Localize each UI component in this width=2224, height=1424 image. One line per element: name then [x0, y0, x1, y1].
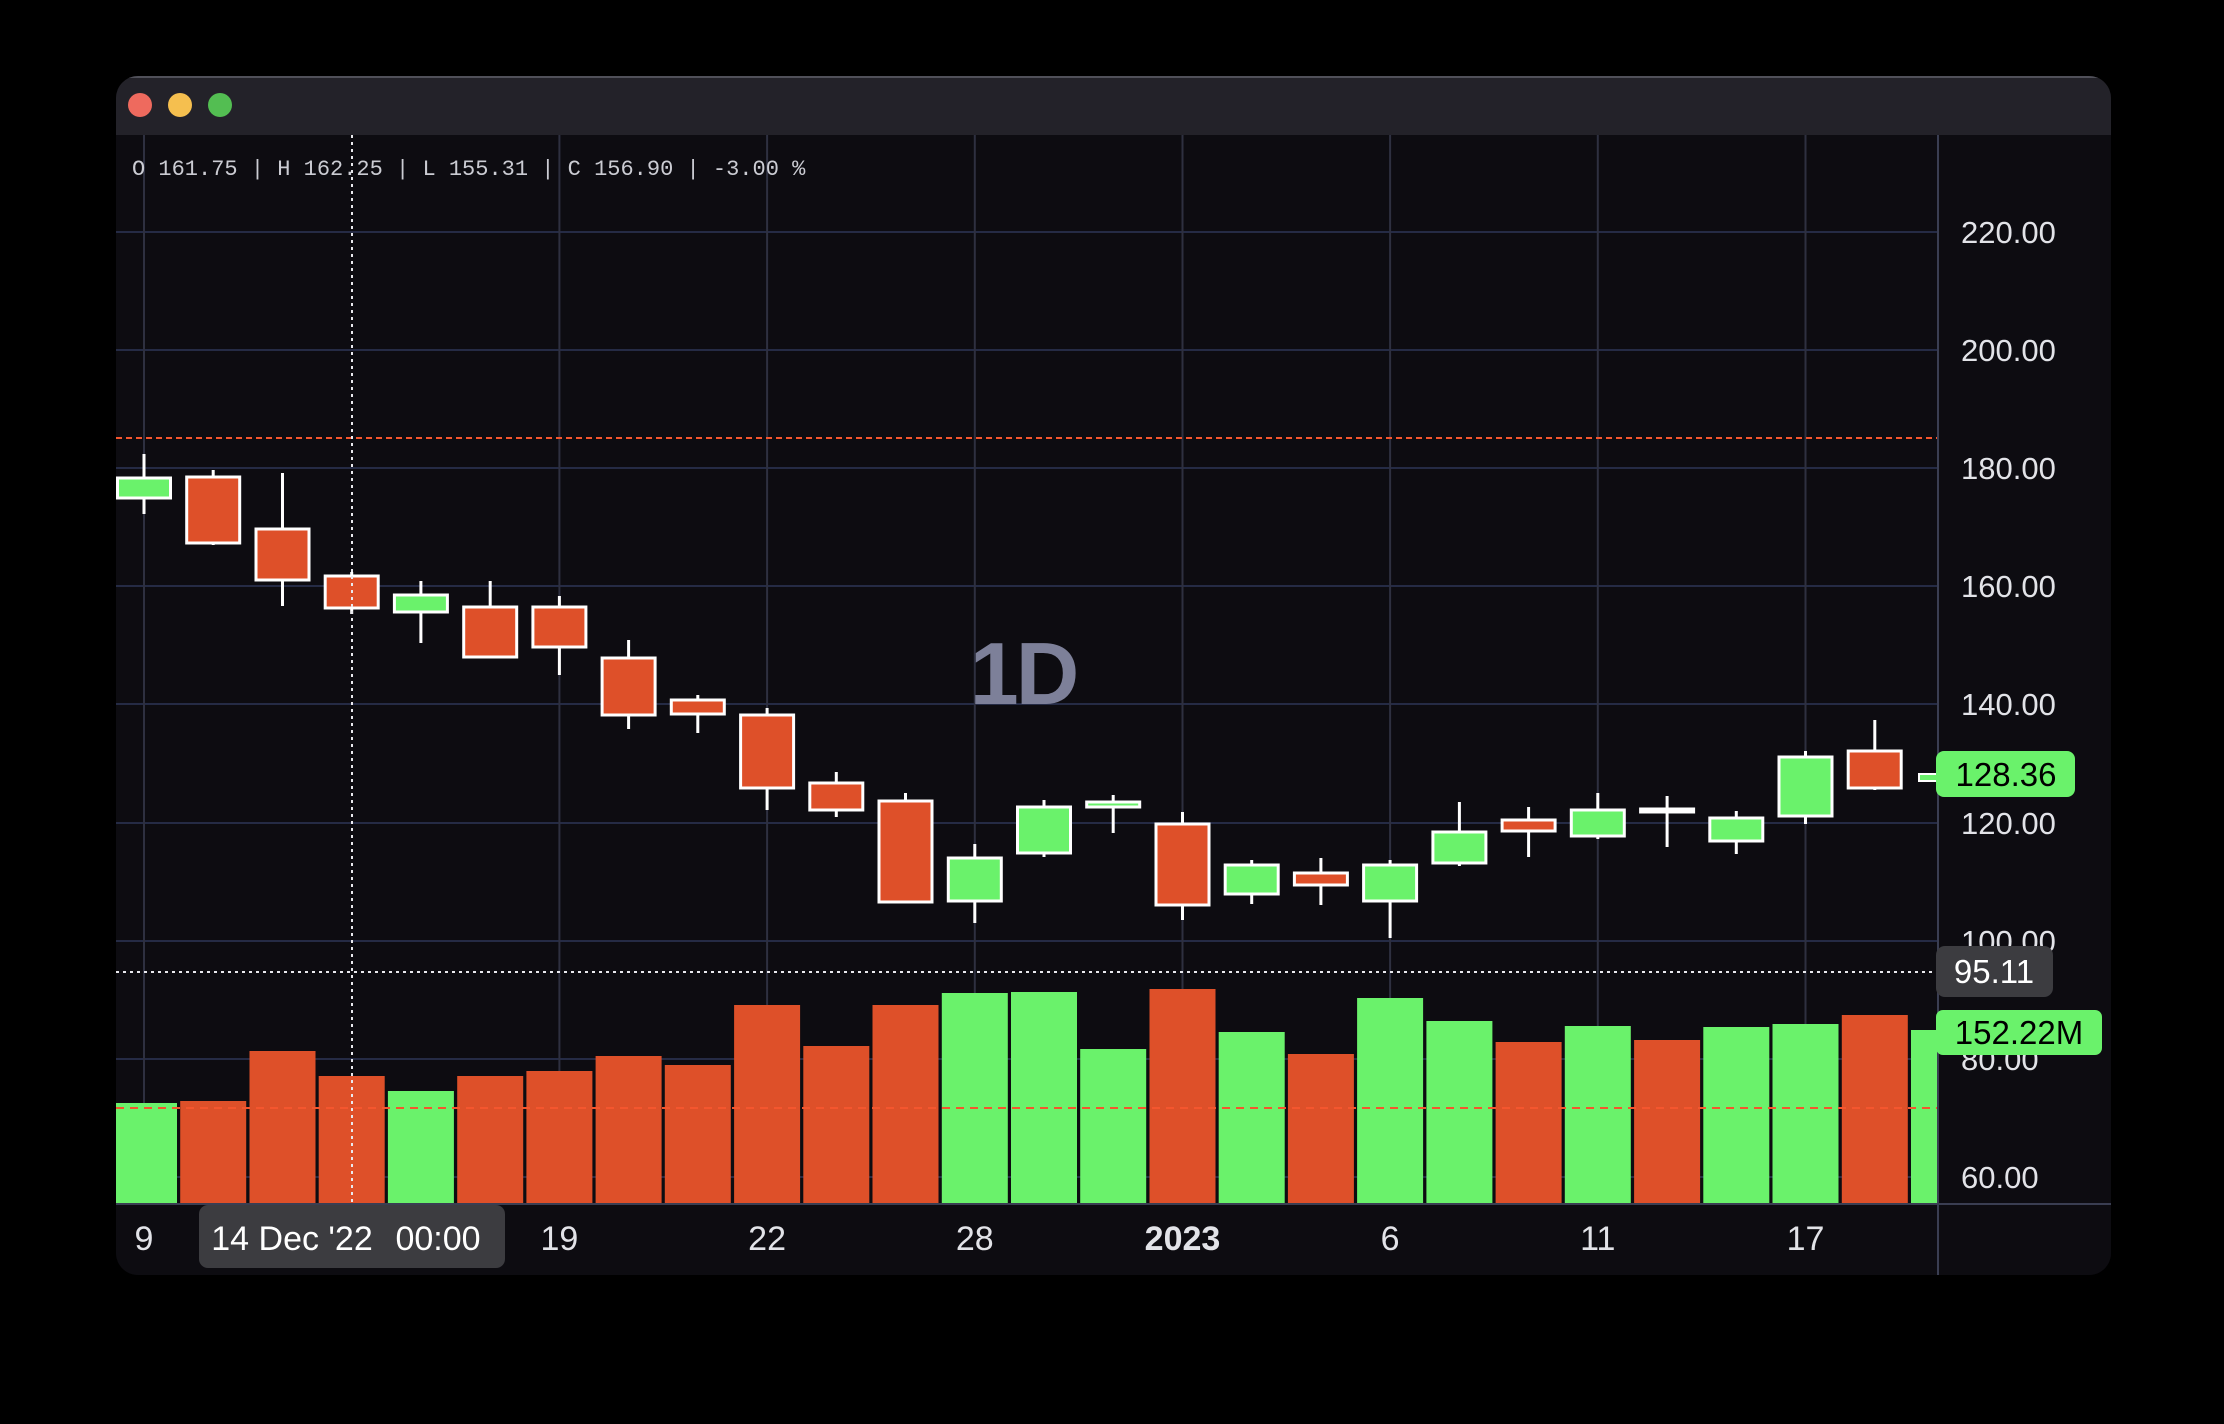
svg-text:140.00: 140.00 [1961, 687, 2056, 722]
svg-text:160.00: 160.00 [1961, 569, 2056, 604]
svg-text:19: 19 [540, 1220, 578, 1258]
svg-text:28: 28 [956, 1220, 994, 1258]
svg-text:95.11: 95.11 [1954, 953, 2034, 990]
svg-text:200.00: 200.00 [1961, 333, 2056, 368]
svg-text:180.00: 180.00 [1961, 451, 2056, 486]
svg-text:1D: 1D [970, 624, 1077, 723]
svg-text:9: 9 [135, 1220, 154, 1258]
svg-text:O 161.75 | H 162.25 | L 155.31: O 161.75 | H 162.25 | L 155.31 | C 156.9… [132, 157, 806, 182]
svg-text:220.00: 220.00 [1961, 215, 2056, 250]
svg-text:2023: 2023 [1145, 1220, 1221, 1258]
svg-text:120.00: 120.00 [1961, 806, 2056, 841]
svg-text:17: 17 [1787, 1220, 1825, 1258]
svg-text:60.00: 60.00 [1961, 1160, 2039, 1195]
svg-text:6: 6 [1381, 1220, 1400, 1258]
svg-text:00:00: 00:00 [395, 1220, 480, 1258]
svg-text:128.36: 128.36 [1956, 756, 2057, 793]
svg-text:14 Dec '22: 14 Dec '22 [211, 1220, 372, 1258]
svg-text:22: 22 [748, 1220, 786, 1258]
svg-text:11: 11 [1580, 1220, 1615, 1258]
svg-text:152.22M: 152.22M [1955, 1014, 2083, 1051]
